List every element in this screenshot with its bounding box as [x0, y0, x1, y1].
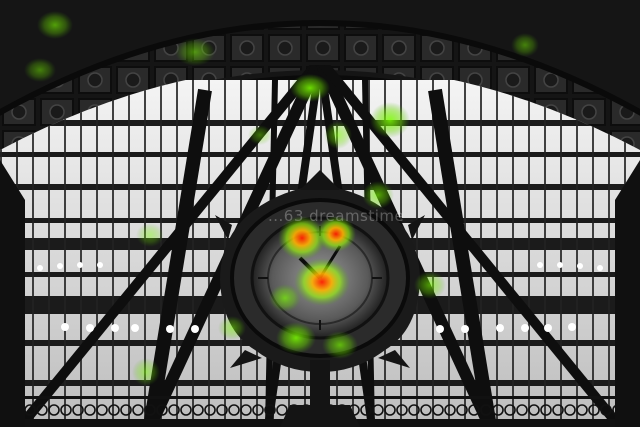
left-wall [0, 160, 25, 427]
heatmap-overlay [24, 11, 539, 386]
right-wall [615, 160, 640, 427]
